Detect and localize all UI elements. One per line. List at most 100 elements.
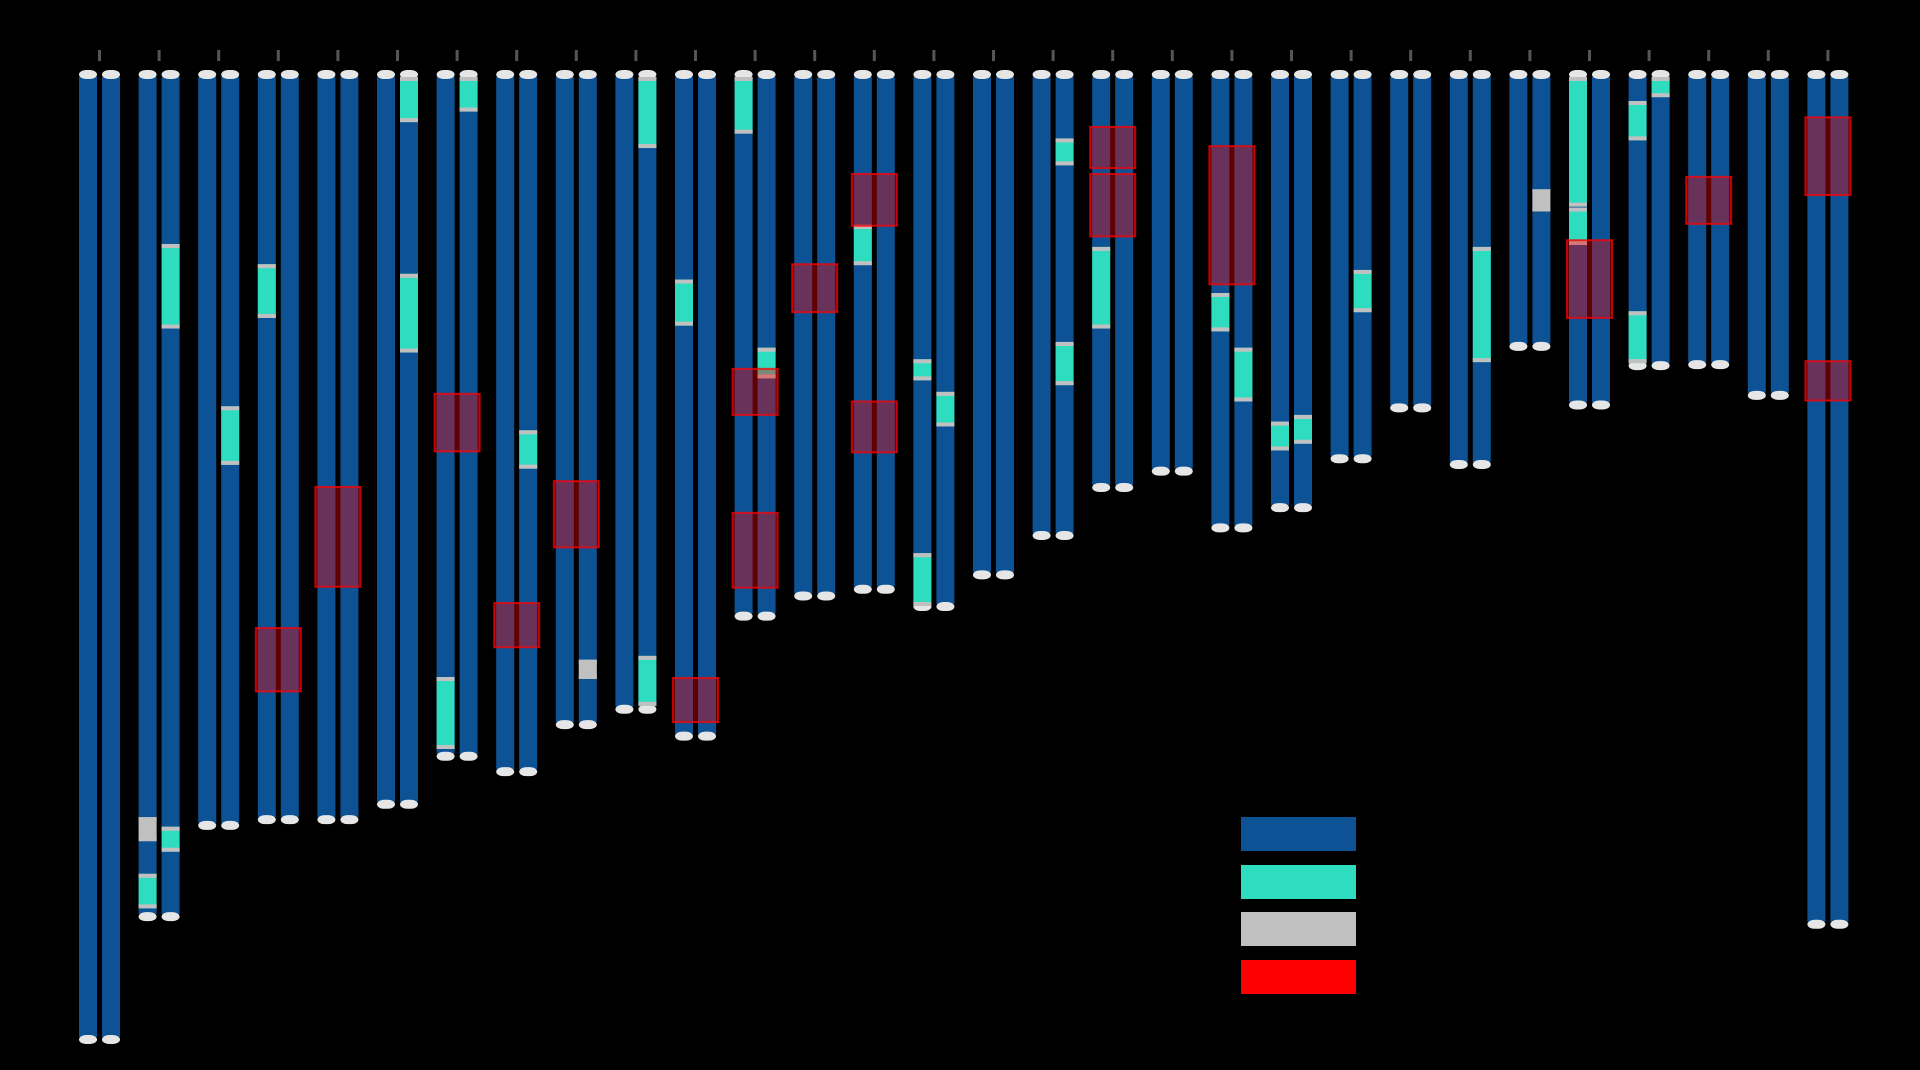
chromatid-b-bottom-cap [876,584,895,594]
chromatid-b-top-cap [519,70,538,79]
band-edge [459,77,478,81]
band-teal [734,77,753,134]
band-teal [1234,347,1253,402]
band-edge [400,348,418,353]
chromatid-b-body [400,77,418,802]
band-edge [1294,439,1312,444]
chromatid-b-bottom-cap [1174,466,1193,476]
highlight-region [1566,239,1613,319]
chromatid-b-bottom-cap [1532,341,1551,351]
chromatid-a-top-cap [79,70,97,79]
band-edge [638,77,657,81]
chromosome-pair-20 [1208,70,1256,533]
band-teal [1628,311,1647,364]
chromosome-pair-3 [198,70,240,830]
chromatid-a-top-cap [1747,70,1766,79]
chromosome-pair-21 [1271,70,1312,513]
chromatid-a-body [138,77,157,915]
chromatid-b-bottom-cap [1472,459,1491,469]
band-teal [1055,138,1074,166]
band-edge [138,904,157,909]
band-edge [1628,136,1647,141]
highlight-region [314,485,362,588]
chromosome-pair-28 [1685,70,1733,370]
chromatid-b-bottom-cap [578,720,597,730]
chromatid-a-top-cap [1032,70,1051,79]
chromosome-tick [753,50,757,61]
band-edge [638,655,657,660]
chromatid-a-top-cap [436,70,455,79]
band-edge [1353,269,1372,274]
chromatid-b-body [1234,77,1253,526]
chromatid-a-bottom-cap [1032,531,1051,540]
chromosome-tick [1707,50,1711,61]
chromatid-b-top-cap [1353,70,1372,79]
chromatid-b-top-cap [1413,70,1432,79]
chromosome-pair-5 [314,70,362,825]
chromatid-b-body [519,77,538,770]
band-edge [1628,311,1647,316]
band-edge [578,659,597,664]
band-gray [578,659,597,679]
band-teal [400,77,418,123]
chromosome-pair-16 [973,70,1014,580]
band-teal [638,77,657,149]
highlight-region [1804,360,1852,402]
chromosome-pair-26 [1566,70,1613,410]
chromatid-a-top-cap [1688,70,1707,79]
chromatid-b-bottom-cap [1413,403,1432,413]
chromatid-a-body [1151,77,1170,469]
legend-item-gray [1241,912,1366,946]
chromatid-b-body [1651,77,1670,364]
band-edge [1472,246,1491,251]
chromatid-b-top-cap [1532,70,1551,79]
band-edge [913,359,932,364]
band-edge [519,464,538,469]
chromatid-a-top-cap [675,70,693,79]
chromatid-a-top-cap [973,70,991,79]
chromosome-tick [1290,50,1293,61]
chromatid-a-top-cap [1211,70,1230,79]
chromatid-a-top-cap [853,70,872,79]
band-edge [138,817,157,822]
chromatid-a-top-cap [913,70,932,79]
chromatid-a-top-cap [138,70,157,79]
chromatid-b-body [757,77,776,614]
highlight-region [850,172,898,227]
band-edge [1569,207,1587,212]
chromatid-a-top-cap [1509,70,1528,79]
chromatid-a-bottom-cap [1271,503,1289,513]
band-edge [138,873,157,878]
highlight-region [791,263,839,314]
legend-swatch-teal [1241,864,1356,899]
chromatid-b-bottom-cap [1651,361,1670,371]
chromatid-b-bottom-cap [400,799,418,809]
band-edge [436,745,455,749]
chromatid-b-bottom-cap [698,731,716,741]
tick-marks [98,50,1830,61]
chromatid-a-body [1688,77,1707,363]
band-edge [1211,327,1230,332]
chromatid-a-bottom-cap [734,611,753,621]
chromatid-b-bottom-cap [936,602,955,612]
chromatid-a-body [675,77,693,734]
band-edge [1651,77,1670,81]
chromatid-a-top-cap [317,70,336,79]
chromosome-tick [992,50,995,61]
chromatid-b-top-cap [221,70,240,79]
band-edge [519,430,538,435]
chromosome-pair-30 [1804,70,1852,929]
chromatid-a-bottom-cap [1807,919,1826,929]
chromatid-a-bottom-cap [615,704,634,714]
highlight-region [672,676,719,724]
chromatid-a-body [973,77,991,573]
chromosome-pair-9 [552,70,600,730]
chromatid-a-bottom-cap [138,912,157,922]
legend-swatch-base [1241,817,1356,851]
chromatid-b-top-cap [1472,70,1491,79]
chromatid-a-top-cap [496,70,515,79]
chromatid-b-body [1353,77,1372,457]
band-edge [400,273,418,278]
chromatid-a-body [436,77,455,754]
